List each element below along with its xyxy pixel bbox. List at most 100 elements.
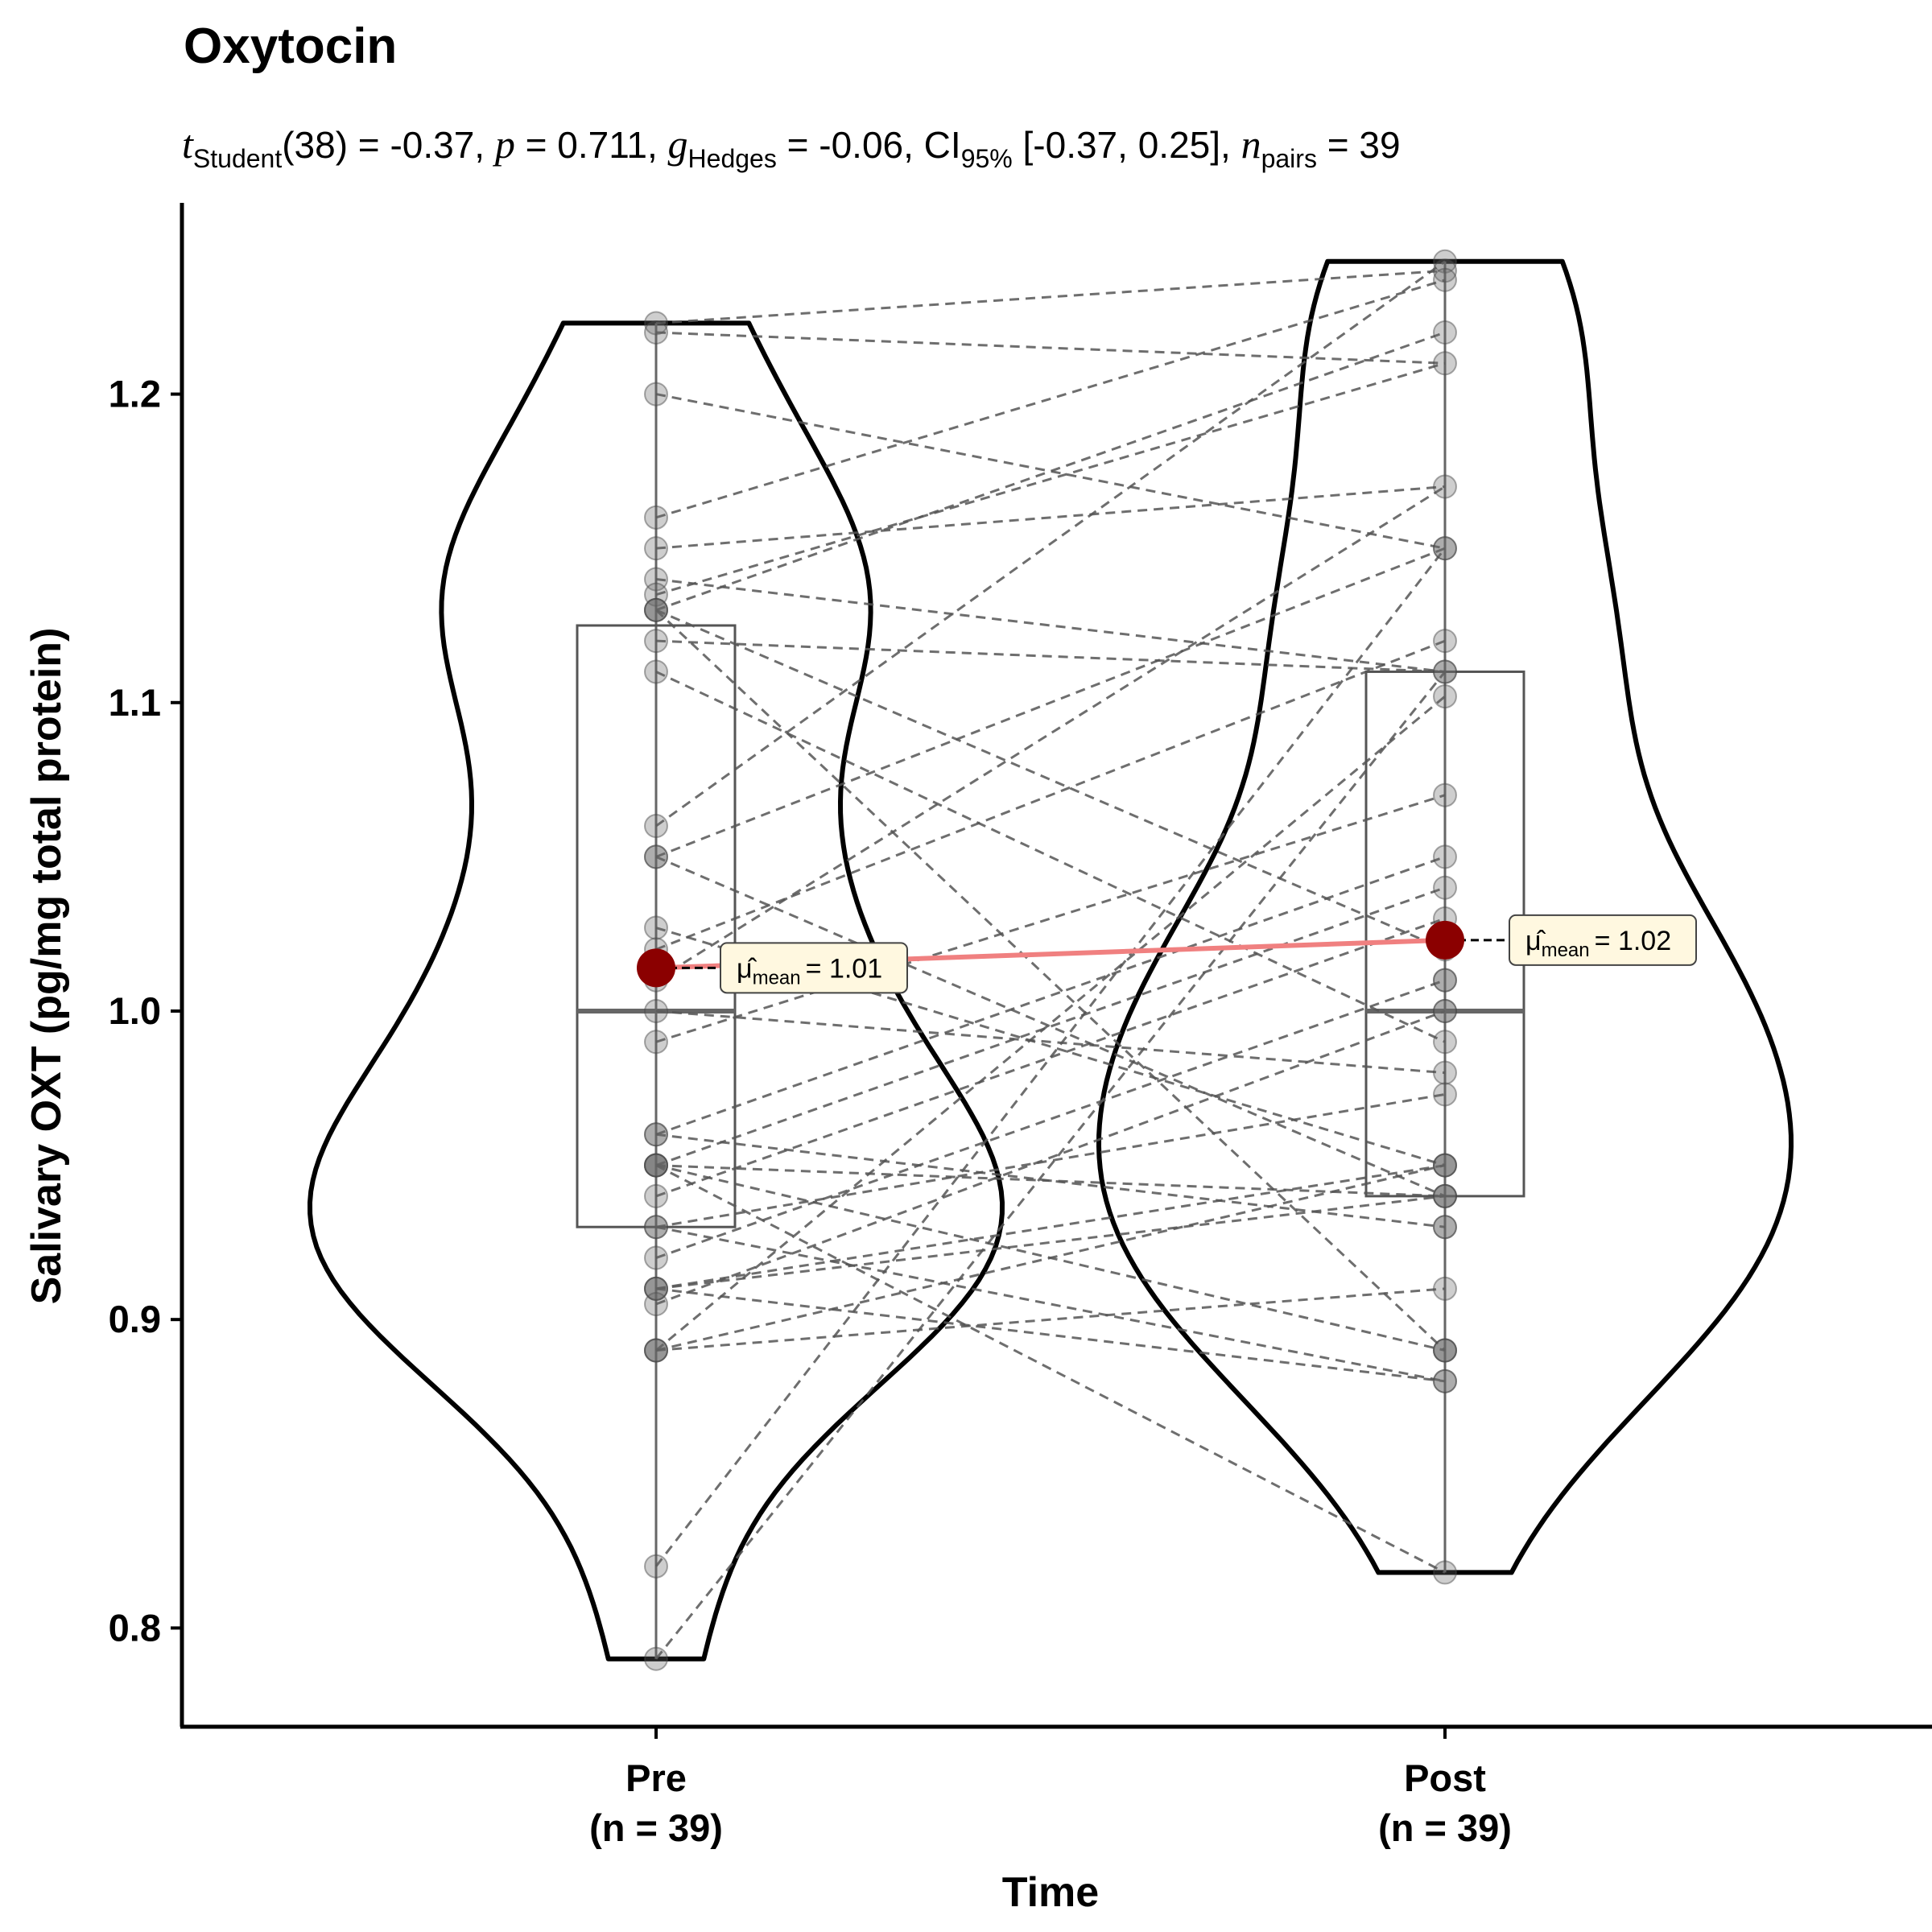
data-point-pre	[644, 1338, 668, 1363]
data-point-pre	[644, 1122, 668, 1147]
x-tick-count-post: (n = 39)	[1378, 1806, 1512, 1849]
data-point-pre	[644, 597, 668, 622]
pair-line-17	[655, 1009, 1446, 1075]
data-point-post	[1433, 1153, 1457, 1178]
y-axis-title: Salivary OXT (pg/mg total protein)	[23, 628, 70, 1305]
y-ticks: 0.8 0.9 1.0 1.1 1.2	[109, 373, 182, 1649]
pair-line-24	[655, 917, 1446, 1198]
data-point-pre	[644, 1215, 668, 1240]
chart-title: Oxytocin	[184, 19, 398, 74]
data-point-post	[1433, 659, 1457, 684]
data-point-post	[1433, 684, 1457, 709]
pair-line-0	[655, 269, 1446, 324]
data-point-post	[1433, 1153, 1457, 1178]
t-symbol: t	[182, 122, 193, 167]
x-tick-count-pre: (n = 39)	[589, 1806, 723, 1849]
pair-line-6	[655, 361, 1446, 597]
y-tick-label: 1.0	[109, 989, 161, 1032]
data-point-post	[1433, 351, 1457, 376]
p-value-text: = 0.711,	[514, 124, 668, 166]
pair-line-37	[655, 1164, 1446, 1574]
n-text: = 39	[1316, 124, 1401, 166]
pair-line-16	[655, 485, 1446, 981]
pair-line-15	[655, 639, 1446, 951]
boxplot-layer	[576, 261, 1525, 1659]
pair-line-13	[655, 547, 1446, 858]
mean-value: = 1.01	[806, 953, 882, 984]
data-point-post	[1433, 1276, 1457, 1301]
pair-line-38	[655, 1164, 1446, 1290]
pair-line-18	[655, 794, 1446, 1043]
g-symbol: g	[667, 122, 688, 167]
data-point-pre	[644, 1153, 668, 1178]
data-point-pre	[644, 1276, 668, 1301]
data-point-pre	[644, 382, 668, 407]
data-point-pre	[644, 597, 668, 622]
mean-point-pre	[637, 948, 675, 988]
data-point-post	[1433, 1338, 1457, 1363]
y-tick-label: 0.8	[109, 1606, 161, 1649]
pair-line-11	[655, 260, 1446, 828]
n-subscript: pairs	[1261, 144, 1317, 173]
data-point-pre	[644, 1276, 668, 1301]
data-point-pre	[644, 844, 668, 869]
data-point-pre	[644, 311, 668, 336]
data-point-pre	[644, 814, 668, 839]
data-point-post	[1433, 1368, 1457, 1393]
chart-subtitle: tStudent(38) = -0.37, p = 0.711, gHedges…	[182, 121, 1401, 174]
pair-line-30	[655, 1009, 1446, 1306]
data-point-post	[1433, 267, 1457, 292]
mean-point-post	[1426, 920, 1464, 960]
pair-line-36	[654, 609, 1447, 1352]
pair-line-20	[655, 855, 1446, 1136]
violin-pre	[308, 320, 1005, 1662]
data-point-pre	[644, 1153, 668, 1178]
pair-line-25	[655, 1092, 1446, 1228]
data-point-pre	[644, 1554, 668, 1579]
data-point-post	[1433, 1030, 1457, 1055]
data-point-pre	[644, 582, 668, 607]
pair-line-32	[655, 695, 1446, 1352]
data-point-pre	[644, 844, 668, 869]
data-point-pre	[644, 1153, 668, 1178]
data-point-pre	[644, 1338, 668, 1363]
pair-line-12	[655, 856, 1446, 1198]
pair-line-28	[655, 1195, 1446, 1290]
pair-line-27	[655, 979, 1446, 1259]
ci-subscript: 95%	[960, 144, 1013, 173]
data-point-post	[1433, 1560, 1457, 1585]
data-point-pre	[644, 1215, 668, 1240]
p-symbol: p	[494, 122, 515, 167]
data-point-post	[1433, 968, 1457, 993]
data-point-post	[1433, 536, 1457, 561]
mean-value: = 1.02	[1595, 926, 1671, 956]
data-point-post	[1433, 1183, 1457, 1208]
data-point-post	[1433, 1215, 1457, 1240]
x-tick-label-pre: Pre	[625, 1757, 687, 1799]
data-point-post	[1433, 1338, 1457, 1363]
data-point-post	[1433, 474, 1457, 499]
violin-layer	[308, 258, 1794, 1662]
mean-label-pre: μ̂mean = 1.01	[737, 953, 882, 989]
pair-line-7	[655, 331, 1446, 612]
y-tick-label: 1.1	[109, 681, 161, 724]
axes-layer: 0.80.91.01.11.2 Pre(n = 39)Post(n = 39) …	[23, 203, 1932, 1916]
data-point-post	[1433, 844, 1457, 869]
mean-layer: μ̂mean = 1.01 μ̂mean = 1.02	[637, 914, 1697, 994]
data-point-pre	[644, 1122, 668, 1147]
data-point-pre	[644, 567, 668, 592]
data-point-post	[1433, 1183, 1457, 1208]
data-point-post	[1433, 1060, 1457, 1085]
data-point-pre	[644, 1646, 668, 1671]
data-point-post	[1433, 998, 1457, 1023]
data-point-pre	[644, 505, 668, 530]
x-tick-label-post: Post	[1404, 1757, 1486, 1799]
violin-post	[1096, 258, 1794, 1575]
data-point-post	[1433, 998, 1457, 1023]
data-point-post	[1433, 1153, 1457, 1178]
pair-line-1	[655, 331, 1446, 365]
pair-line-35	[654, 671, 1447, 1660]
pair-line-5	[655, 578, 1446, 673]
data-point-pre	[644, 597, 668, 622]
data-point-post	[1433, 1183, 1457, 1208]
